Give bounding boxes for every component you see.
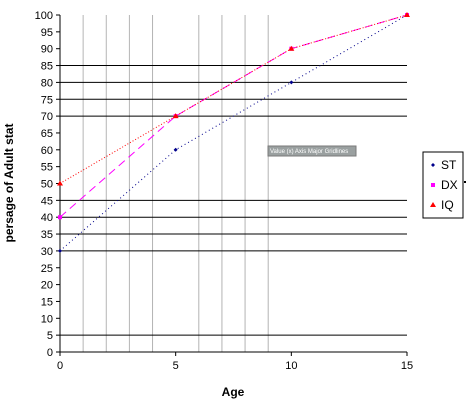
data-point-st [289,80,294,85]
x-tick-label: 10 [285,360,297,372]
x-tick-label: 5 [173,360,179,372]
tick-labels: 0510152025303540455055606570758085909510… [35,10,413,372]
x-tick-label: 15 [401,360,413,372]
legend: ST DX IQ [422,151,466,219]
gridlines [60,15,407,352]
data-point-iq [404,12,410,17]
data-point-dx [58,215,62,220]
y-tick-label: 95 [41,27,53,39]
y-axis-title: persage of Adult stat [2,124,16,243]
data-point-iq [57,180,63,186]
y-tick-label: 55 [41,162,53,174]
x-tick-label: 0 [57,360,63,372]
y-tick-label: 5 [47,330,53,342]
y-tick-label: 40 [41,212,53,224]
y-tick-label: 15 [41,296,53,308]
y-tick-label: 65 [41,128,53,140]
legend-handle [464,181,466,183]
data-point-st [173,147,178,152]
y-tick-label: 85 [41,61,53,73]
y-tick-label: 20 [41,280,53,292]
y-tick-label: 90 [41,44,53,56]
annotation-box: Value (x) Axis Major Gridlines [267,145,357,157]
y-tick-label: 0 [47,347,53,359]
series-lines [57,12,410,253]
y-tick-label: 30 [41,246,53,258]
y-tick-label: 75 [41,94,53,106]
y-tick-label: 35 [41,229,53,241]
y-tick-label: 50 [41,179,53,191]
y-tick-label: 10 [41,313,53,325]
series-line-iq [59,14,408,184]
data-point-st [58,248,62,253]
y-tick-label: 25 [41,263,53,275]
legend-marker-iq [430,202,436,207]
legend-label-iq: IQ [441,198,454,212]
y-tick-label: 45 [41,195,53,207]
annotation-text: Value (x) Axis Major Gridlines [270,149,348,155]
data-point-iq [172,113,179,119]
y-tick-label: 60 [41,145,53,157]
y-tick-label: 70 [41,111,53,123]
legend-label-dx: DX [441,178,458,192]
axes [56,14,408,356]
y-tick-label: 100 [35,10,53,22]
legend-marker-st [431,163,435,167]
y-tick-label: 80 [41,77,53,89]
data-point-iq [288,45,295,51]
x-axis-title: Age [222,385,245,399]
legend-box [422,151,464,219]
series-line-st [59,14,408,252]
legend-label-st: ST [441,158,457,172]
legend-marker-dx [431,183,435,187]
